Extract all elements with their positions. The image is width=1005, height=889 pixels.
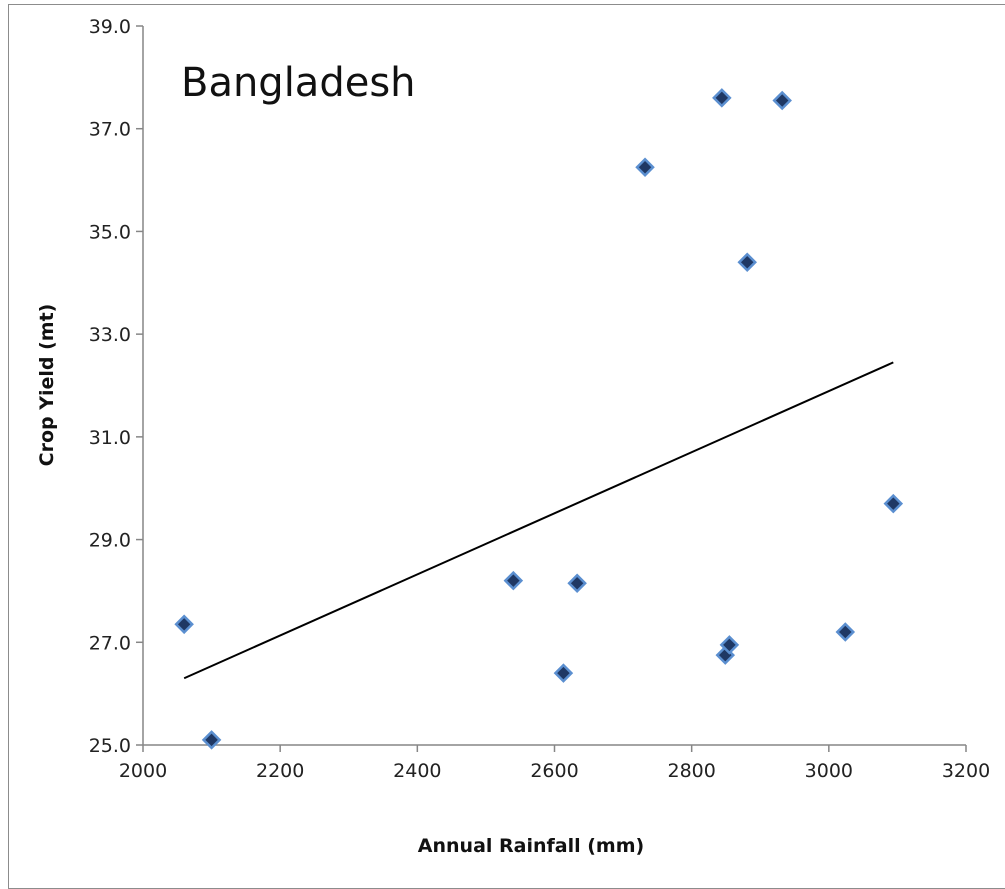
data-point: [719, 635, 740, 655]
x-tick-label: 3200: [942, 760, 990, 782]
x-tick-label: 2600: [530, 760, 578, 782]
x-axis-title: Annual Rainfall (mm): [418, 835, 644, 857]
data-point: [174, 614, 194, 635]
chart-title: Bangladesh: [181, 60, 416, 106]
x-tick-label: 2400: [393, 760, 441, 782]
data-point: [567, 573, 587, 593]
data-point: [635, 157, 655, 177]
axes: 25.0 27.0 29.0 31.0 33.0 35.0 37.0 39.0 2000 2200…: [89, 16, 990, 782]
y-tick-label: 25.0: [89, 735, 131, 757]
data-point: [712, 88, 732, 108]
data-point: [737, 252, 757, 273]
x-tick-label: 2200: [256, 760, 304, 782]
data-point: [201, 730, 222, 750]
x-tick-label: 2800: [667, 760, 715, 782]
y-tick-label: 33.0: [89, 324, 131, 346]
data-point: [503, 570, 524, 591]
x-tick-label: 3000: [805, 760, 853, 782]
trendline: [183, 361, 894, 680]
y-tick-label: 39.0: [89, 16, 131, 38]
data-point: [883, 493, 904, 514]
chart-frame: [8, 4, 1005, 889]
data-point: [553, 663, 574, 683]
data-point: [772, 90, 792, 111]
y-axis-title: Crop Yield (mt): [36, 304, 58, 467]
y-tick-label: 31.0: [89, 427, 131, 449]
trendline-layer: [183, 361, 894, 680]
y-tick-label: 29.0: [89, 530, 131, 552]
y-tick-label: 35.0: [89, 221, 131, 243]
data-point: [835, 622, 856, 642]
points-layer: [174, 88, 904, 750]
x-tick-label: 2000: [119, 760, 167, 782]
y-tick-label: 27.0: [89, 632, 131, 654]
y-tick-label: 37.0: [89, 119, 131, 141]
